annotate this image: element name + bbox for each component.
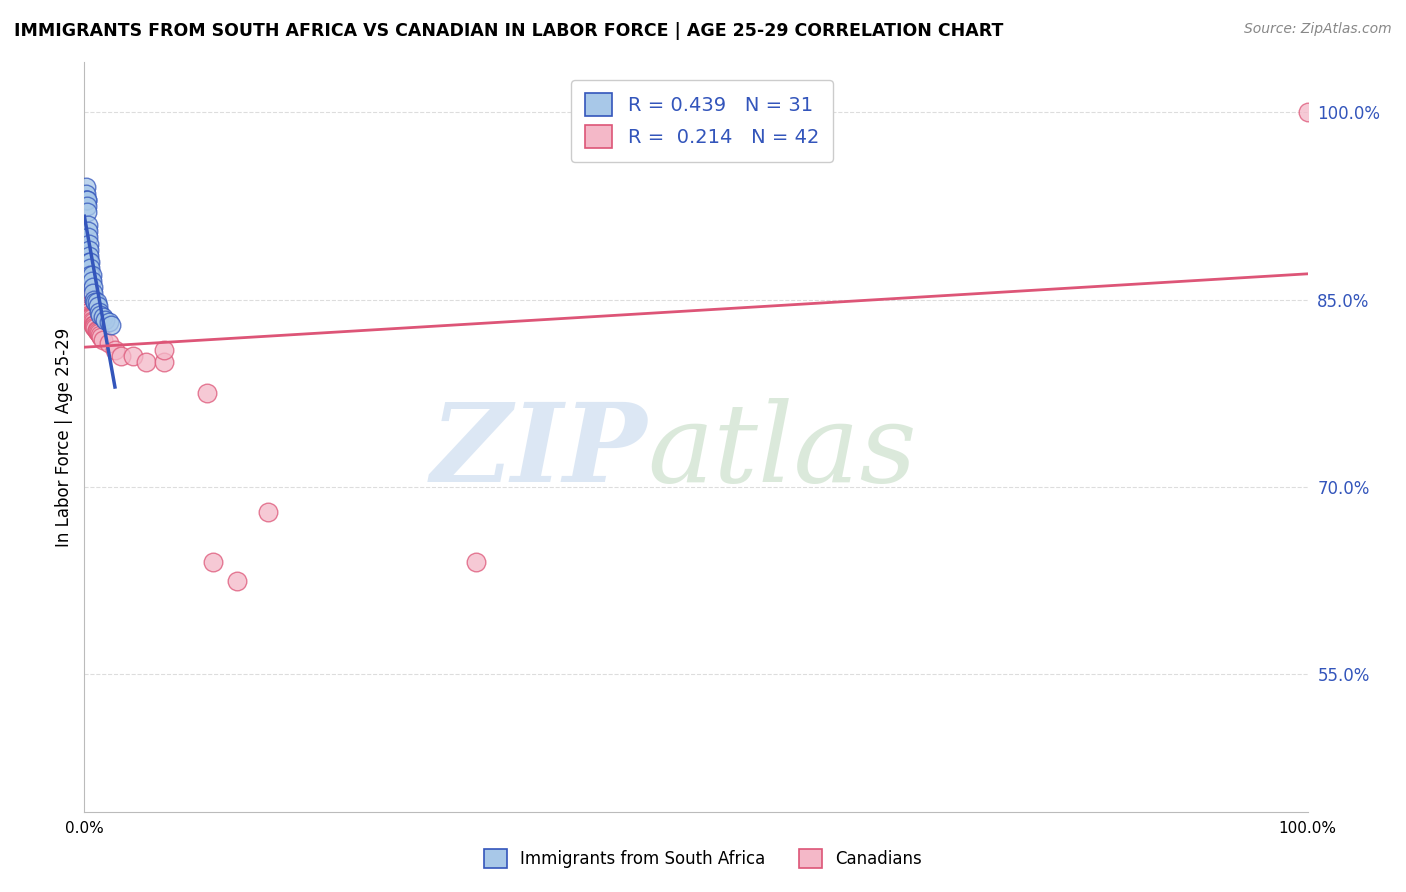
Point: [110, 349, 132, 363]
Point: [83, 320, 105, 334]
Point: [100, 318, 122, 332]
Point: [97, 336, 120, 351]
Point: [87, 305, 110, 319]
Point: [80, 311, 103, 326]
Text: Source: ZipAtlas.com: Source: ZipAtlas.com: [1244, 22, 1392, 37]
Point: [76, 205, 98, 219]
Point: [86, 324, 108, 338]
Point: [75, 180, 97, 194]
Point: [104, 343, 127, 357]
Point: [77, 236, 100, 251]
Point: [79, 268, 101, 282]
Point: [1296, 105, 1319, 120]
Point: [75, 186, 97, 201]
Point: [84, 321, 107, 335]
Point: [77, 305, 100, 319]
Point: [83, 293, 105, 307]
Point: [76, 199, 98, 213]
Point: [84, 295, 107, 310]
Point: [76, 299, 98, 313]
Point: [75, 293, 97, 307]
Point: [82, 318, 104, 332]
Point: [77, 305, 100, 319]
Point: [76, 193, 98, 207]
Point: [86, 323, 108, 337]
Point: [75, 286, 97, 301]
Point: [87, 326, 110, 341]
Point: [77, 249, 100, 263]
Point: [79, 261, 101, 276]
Point: [464, 555, 486, 569]
Point: [76, 295, 98, 310]
Point: [83, 318, 105, 332]
Point: [94, 312, 117, 326]
Point: [82, 286, 104, 301]
Point: [77, 224, 100, 238]
Y-axis label: In Labor Force | Age 25-29: In Labor Force | Age 25-29: [55, 327, 73, 547]
Point: [76, 193, 98, 207]
Point: [77, 230, 100, 244]
Legend: R = 0.439   N = 31, R =  0.214   N = 42: R = 0.439 N = 31, R = 0.214 N = 42: [571, 79, 832, 161]
Point: [79, 310, 101, 325]
Point: [89, 327, 111, 342]
Point: [87, 299, 110, 313]
Point: [257, 505, 280, 519]
Point: [90, 330, 112, 344]
Point: [82, 280, 104, 294]
Point: [86, 295, 108, 310]
Point: [79, 309, 101, 323]
Point: [122, 349, 145, 363]
Point: [135, 355, 157, 369]
Point: [80, 274, 103, 288]
Point: [77, 255, 100, 269]
Legend: Immigrants from South Africa, Canadians: Immigrants from South Africa, Canadians: [477, 842, 929, 875]
Point: [89, 308, 111, 322]
Point: [77, 302, 100, 317]
Point: [201, 555, 224, 569]
Point: [77, 299, 100, 313]
Point: [79, 311, 101, 326]
Text: atlas: atlas: [647, 399, 917, 506]
Point: [77, 301, 100, 316]
Point: [195, 386, 218, 401]
Point: [87, 325, 110, 339]
Point: [79, 255, 101, 269]
Point: [82, 315, 104, 329]
Point: [153, 355, 176, 369]
Point: [75, 193, 97, 207]
Point: [97, 315, 120, 329]
Point: [80, 268, 103, 282]
Point: [76, 293, 98, 307]
Point: [75, 286, 97, 301]
Text: ZIP: ZIP: [430, 399, 647, 506]
Point: [91, 310, 114, 325]
Point: [77, 243, 100, 257]
Point: [80, 314, 103, 328]
Point: [77, 308, 100, 322]
Point: [226, 574, 249, 588]
Point: [91, 333, 114, 347]
Point: [77, 218, 100, 232]
Text: IMMIGRANTS FROM SOUTH AFRICA VS CANADIAN IN LABOR FORCE | AGE 25-29 CORRELATION : IMMIGRANTS FROM SOUTH AFRICA VS CANADIAN…: [14, 22, 1004, 40]
Point: [153, 343, 176, 357]
